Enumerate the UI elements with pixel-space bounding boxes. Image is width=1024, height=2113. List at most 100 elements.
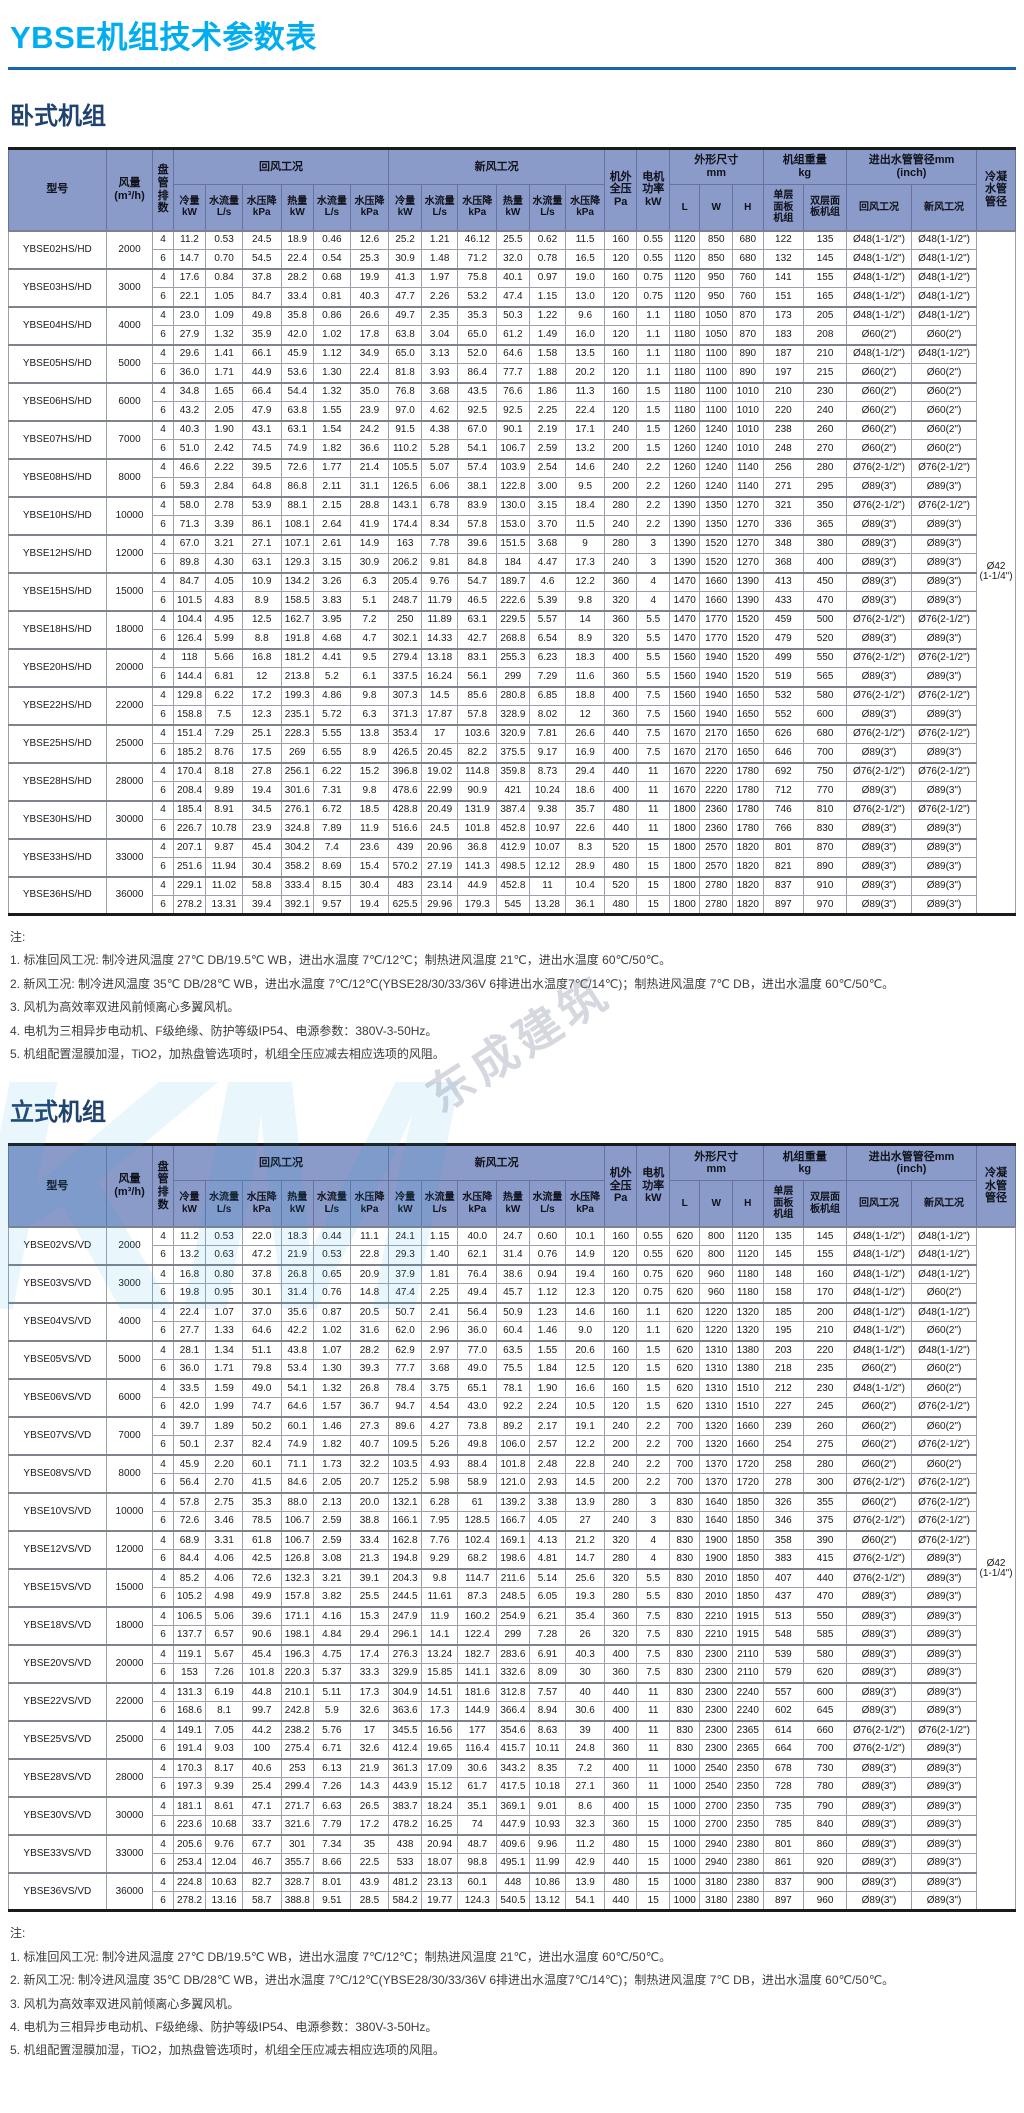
value-cell: 426.5 [388, 743, 422, 763]
pipe-diameter-cell: Ø89(3") [845, 1605, 913, 1627]
coil-rows-cell: 6 [152, 1739, 174, 1760]
coil-rows-cell: 4 [152, 1643, 174, 1665]
value-cell: 2.78 [205, 495, 243, 516]
value-cell: 400 [603, 1795, 638, 1817]
value-cell: 88.1 [280, 495, 315, 516]
value-cell: 2.41 [420, 1301, 459, 1323]
value-cell: 1470 [668, 609, 701, 630]
value-cell: 12 [565, 705, 605, 725]
value-cell: 185.4 [172, 799, 207, 820]
value-cell: 328.7 [280, 1871, 315, 1893]
value-cell: 235 [803, 1359, 847, 1380]
value-cell: 1.73 [313, 1453, 351, 1475]
note-line: 1. 标准回风工况: 制冷进风温度 27℃ DB/19.5℃ WB，进出水温度 … [10, 953, 672, 968]
value-cell: 12.2 [565, 1435, 605, 1456]
coil-rows-cell: 6 [152, 515, 174, 535]
pipe-diameter-cell: Ø76(2-1/2") [845, 1511, 913, 1532]
value-cell: 10.24 [528, 781, 567, 801]
pipe-diameter-cell: Ø89(3") [845, 1853, 913, 1874]
notes-label: 注: [10, 930, 26, 944]
value-cell: 625.5 [388, 895, 422, 915]
value-cell: 1240 [699, 419, 734, 440]
value-cell: 1100 [699, 381, 734, 402]
coil-rows-cell: 6 [152, 363, 174, 383]
value-cell: 4.86 [313, 685, 351, 706]
note-line: 1. 标准回风工况: 制冷进风温度 27℃ DB/19.5℃ WB，进出水温度 … [10, 1949, 672, 1964]
value-cell: 43.2 [172, 401, 207, 421]
value-cell: 13.18 [420, 647, 459, 668]
value-cell: 2.42 [205, 439, 243, 459]
coil-rows-cell: 6 [152, 819, 174, 839]
value-cell: 105.2 [172, 1587, 207, 1608]
value-cell: 92.2 [496, 1397, 530, 1418]
value-cell: 36.1 [565, 895, 605, 915]
value-cell: 360 [603, 1739, 638, 1760]
pipe-diameter-cell: Ø48(1-1/2") [910, 229, 978, 250]
value-cell: 830 [668, 1739, 701, 1760]
value-cell: 71.3 [172, 515, 207, 535]
header-sub-return: 热量 kW [280, 1180, 315, 1228]
value-cell: 8.34 [420, 515, 459, 535]
value-cell: 10.86 [528, 1871, 567, 1893]
value-cell: 42.0 [172, 1397, 207, 1418]
value-cell: 0.63 [205, 1245, 243, 1266]
page-title: YBSE机组技术参数表 [10, 20, 317, 55]
value-cell: 276.1 [280, 799, 315, 820]
value-cell: 1940 [699, 667, 734, 687]
airflow-cell: 6000 [105, 381, 154, 421]
value-cell: 15 [636, 1815, 670, 1836]
value-cell: 9.81 [420, 553, 459, 573]
value-cell: 8.94 [528, 1701, 567, 1722]
value-cell: 11 [636, 1757, 670, 1779]
value-cell: 198.1 [280, 1625, 315, 1646]
airflow-cell: 18000 [105, 609, 154, 649]
value-cell: 240 [603, 553, 638, 573]
value-cell: 1310 [699, 1377, 734, 1399]
value-cell: 191.8 [280, 629, 315, 649]
value-cell: 255.3 [496, 647, 530, 668]
value-cell: 144.4 [172, 667, 207, 687]
value-cell: 3.68 [420, 1359, 459, 1380]
value-cell: 400 [603, 743, 638, 763]
coil-rows-cell: 6 [152, 1815, 174, 1836]
value-cell: 1850 [732, 1529, 764, 1551]
value-cell: 86.1 [241, 515, 282, 535]
pipe-diameter-cell: Ø48(1-1/2") [845, 1339, 913, 1361]
pipe-diameter-cell: Ø89(3") [910, 1833, 978, 1855]
value-cell: 440 [603, 1853, 638, 1874]
value-cell: 49.9 [241, 1587, 282, 1608]
value-cell: 6.19 [205, 1681, 243, 1703]
value-cell: 620 [668, 1225, 701, 1247]
value-cell: 258 [762, 1453, 805, 1475]
value-cell: 2300 [699, 1663, 734, 1684]
value-cell: 17.2 [241, 685, 282, 706]
model-name-cell: YBSE30HS/HD [8, 799, 107, 839]
value-cell: 56.4 [172, 1473, 207, 1494]
pipe-diameter-cell: Ø89(3") [910, 533, 978, 554]
value-cell: 54.1 [565, 1891, 605, 1912]
value-cell: 24.2 [349, 419, 390, 440]
value-cell: 760 [732, 287, 764, 307]
value-cell: 8.69 [313, 857, 351, 877]
table-row: YBSE18VS/VD 18000 4 106.5 5.06 39.6 171.1 4.16 1… [8, 1605, 1016, 1646]
header-sub-fresh: 冷量 kW [388, 184, 422, 231]
value-cell: 21.9 [349, 1757, 390, 1779]
value-cell: 5.5 [636, 1587, 670, 1608]
table-row: YBSE05VS/VD 5000 4 28.1 1.34 51.1 43.8 1.07 28.2… [8, 1339, 1016, 1380]
value-cell: 1.99 [205, 1397, 243, 1418]
value-cell: 365 [803, 515, 847, 535]
pipe-diameter-cell: Ø89(3") [845, 1681, 913, 1703]
value-cell: 143.1 [388, 495, 422, 516]
value-cell: 10.07 [528, 837, 567, 858]
value-cell: 4.54 [420, 1397, 459, 1418]
value-cell: 459 [762, 609, 805, 630]
value-cell: 83.1 [457, 647, 498, 668]
table-row: YBSE04VS/VD 4000 4 22.4 1.07 37.0 35.6 0.87 20.5… [8, 1301, 1016, 1342]
header-dimensions: 外形尺寸 mm [668, 148, 764, 185]
coil-rows-cell: 4 [152, 1871, 174, 1893]
value-cell: 15 [636, 1891, 670, 1912]
value-cell: 700 [668, 1473, 701, 1494]
value-cell: 2540 [699, 1777, 734, 1798]
model-name-cell: YBSE28VS/VD [8, 1757, 107, 1798]
value-cell: 15 [636, 1871, 670, 1893]
